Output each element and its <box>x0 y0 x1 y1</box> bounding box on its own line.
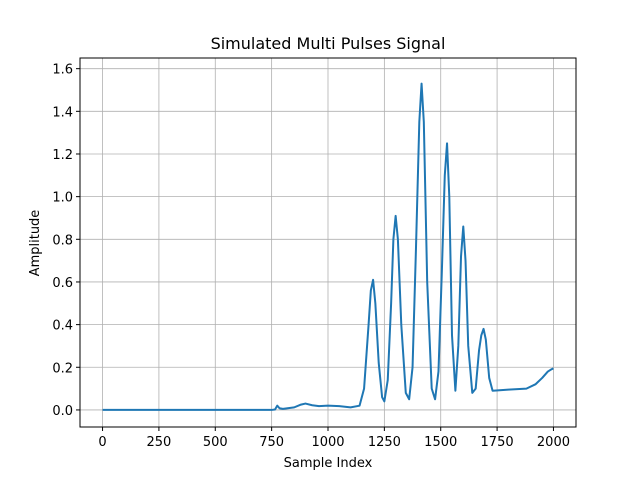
data-line <box>102 82 554 411</box>
x-tick-label: 0 <box>98 435 106 450</box>
x-axis-label: Sample Index <box>284 456 373 471</box>
x-tick-label: 1250 <box>368 435 401 450</box>
y-tick-label: 0.6 <box>52 276 73 291</box>
x-tick-label: 500 <box>203 435 228 450</box>
x-tick-label: 1500 <box>424 435 457 450</box>
y-tick-label: 1.4 <box>52 105 73 120</box>
y-axis-label: Amplitude <box>28 210 43 277</box>
x-tick-label: 2000 <box>537 435 570 450</box>
x-tick-label: 250 <box>146 435 171 450</box>
y-tick-label: 1.6 <box>52 63 73 78</box>
x-tick-label: 1000 <box>311 435 344 450</box>
y-tick-label: 0.8 <box>52 233 73 248</box>
x-tick-label: 750 <box>259 435 284 450</box>
y-tick-label: 0.0 <box>52 404 73 419</box>
chart-title: Simulated Multi Pulses Signal <box>211 34 446 53</box>
y-tick-label: 0.4 <box>52 319 73 334</box>
plot-frame <box>79 57 577 428</box>
y-tick-label: 1.0 <box>52 191 73 206</box>
y-tick-label: 0.2 <box>52 361 73 376</box>
x-tick-label: 1750 <box>481 435 514 450</box>
y-tick-label: 1.2 <box>52 148 73 163</box>
